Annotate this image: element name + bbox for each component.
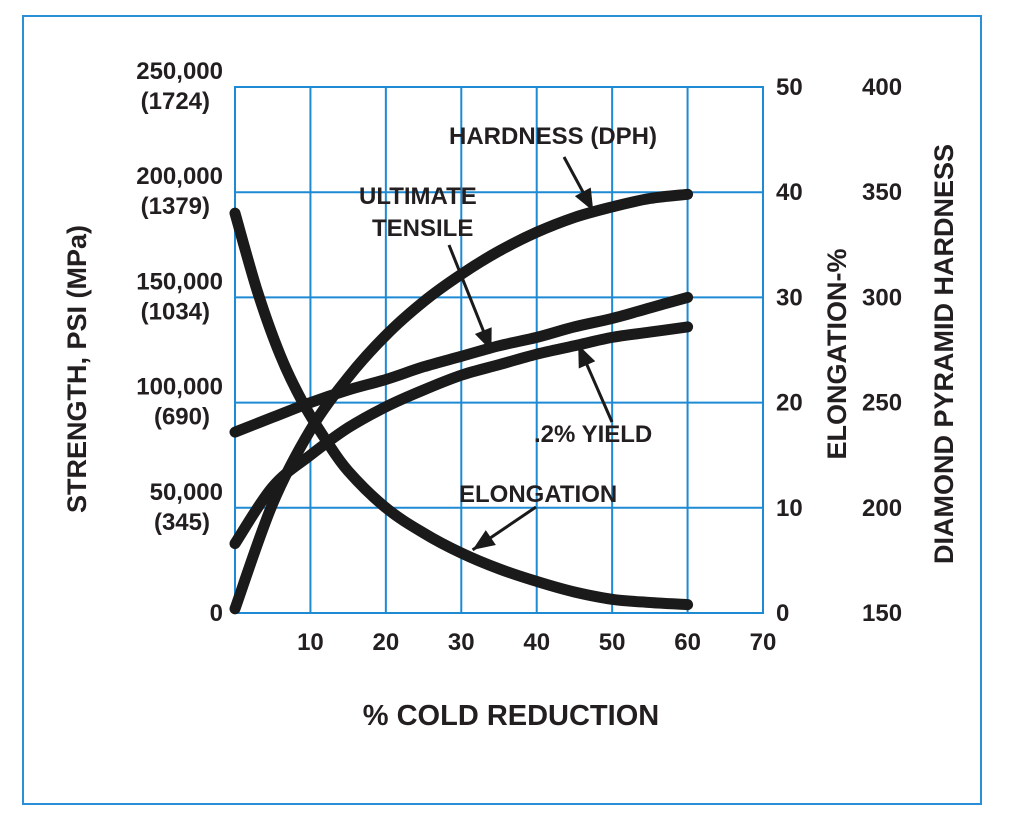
annotation-tensile: TENSILE	[372, 215, 473, 242]
y-tick-label-hardness: 200	[862, 495, 902, 522]
y-tick-label-psi: 250,000	[136, 58, 223, 85]
annotation-ultimate: ULTIMATE	[359, 183, 477, 210]
x-tick-label: 20	[373, 629, 400, 656]
y-tick-label-hardness: 150	[862, 600, 902, 627]
elongation-curve	[229, 207, 694, 611]
y-tick-label-elongation: 20	[776, 390, 803, 417]
hardness-curve	[229, 188, 694, 615]
y-tick-label-elongation: 50	[776, 74, 803, 101]
yield-curve	[229, 321, 694, 550]
y-tick-label-psi: 0	[210, 600, 223, 627]
y-axis-label-elongation: ELONGATION-%	[822, 249, 852, 460]
x-tick-label: 50	[599, 629, 626, 656]
y-tick-label-psi: 150,000	[136, 268, 223, 295]
arrow-elongation-head	[472, 530, 496, 550]
arrow-hardness-head	[574, 187, 594, 212]
x-axis-label: % COLD REDUCTION	[363, 700, 659, 732]
arrow-yield-head	[578, 344, 596, 369]
x-tick-label: 40	[523, 629, 550, 656]
y-tick-label-mpa: (345)	[154, 509, 210, 536]
y-tick-label-psi: 200,000	[136, 163, 223, 190]
annotation-arrows	[447, 156, 614, 552]
y-tick-label-psi: 100,000	[136, 374, 223, 401]
chart-frame: 10 20 30 40 50 60 70 0 50,000 (345) 100,000 (690) 15…	[22, 15, 982, 805]
y-tick-label-hardness: 350	[862, 179, 902, 206]
y-tick-label-psi: 50,000	[150, 479, 223, 506]
plot-border	[234, 86, 764, 614]
x-tick-label: 30	[448, 629, 475, 656]
y-tick-label-elongation: 10	[776, 495, 803, 522]
annotation-yield: .2% YIELD	[534, 421, 652, 448]
curves	[229, 188, 694, 615]
tick-labels: 10 20 30 40 50 60 70050,000(345)100,000(690)15…	[136, 58, 902, 656]
y-tick-label-hardness: 300	[862, 284, 902, 311]
x-tick-label: 70	[750, 629, 777, 656]
y-tick-label-mpa: (1034)	[141, 298, 210, 325]
y-tick-label-mpa: (1724)	[141, 88, 210, 115]
arrow-ultimate-tensile-head	[474, 327, 492, 352]
x-tick-label: 60	[674, 629, 701, 656]
chart: 10 20 30 40 50 60 70050,000(345)100,000(690)15…	[62, 58, 959, 732]
y-tick-label-hardness: 250	[862, 390, 902, 417]
y-tick-label-elongation: 0	[776, 600, 789, 627]
y-tick-label-mpa: (690)	[154, 404, 210, 431]
y-tick-label-elongation: 30	[776, 284, 803, 311]
annotation-elongation: ELONGATION	[459, 481, 617, 508]
ultimate-tensile-curve	[229, 291, 694, 438]
y-tick-label-hardness: 400	[862, 74, 902, 101]
y-axis-label-hardness: DIAMOND PYRAMID HARDNESS	[929, 144, 959, 564]
annotation-hardness: HARDNESS (DPH)	[449, 123, 657, 150]
y-tick-label-elongation: 40	[776, 179, 803, 206]
x-tick-label: 10	[297, 629, 324, 656]
y-tick-label-mpa: (1379)	[141, 193, 210, 220]
y-axis-label-left: STRENGTH, PSI (MPa)	[62, 225, 92, 513]
